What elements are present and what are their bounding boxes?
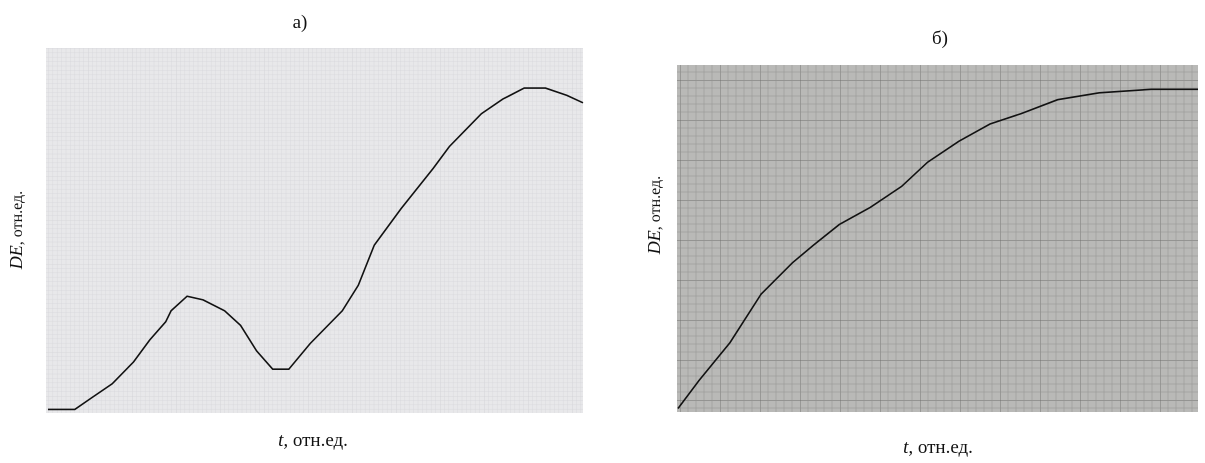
panel-title: а)	[293, 12, 308, 33]
paper-b	[677, 65, 1198, 412]
x-label-unit: отн.ед.	[913, 437, 973, 458]
x-axis-label: t, отн.ед.	[278, 430, 348, 451]
y-label-unit: , отн.ед.	[9, 191, 26, 245]
x-label-unit: отн.ед.	[288, 430, 348, 451]
x-label-symbol: t,	[903, 437, 913, 458]
y-label-symbol: DE	[644, 230, 664, 255]
x-label-symbol: t,	[278, 430, 288, 451]
figure: а)t, отн.ед.DE, отн.ед.б)t, отн.ед.DE, о…	[0, 0, 1205, 463]
y-label-symbol: DE	[6, 245, 26, 270]
y-axis-label: DE, отн.ед.	[644, 176, 664, 255]
y-label-unit: , отн.ед.	[647, 176, 664, 230]
paper-a	[46, 48, 583, 413]
panel-title: б)	[932, 28, 948, 49]
y-axis-label: DE, отн.ед.	[6, 191, 26, 270]
x-axis-label: t, отн.ед.	[903, 437, 973, 458]
